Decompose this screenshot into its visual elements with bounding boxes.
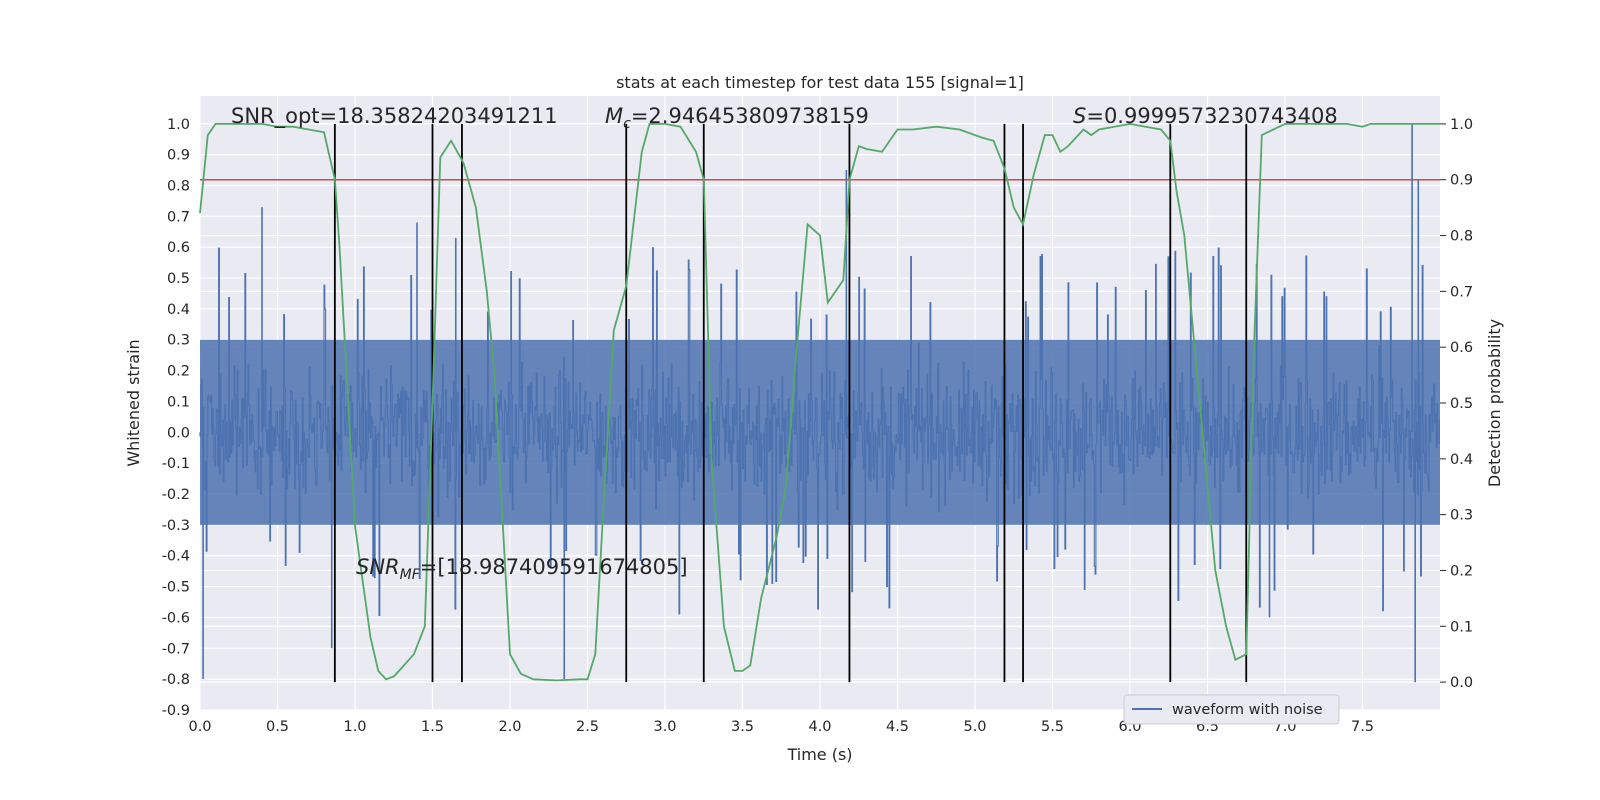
legend-box [1123,694,1340,725]
s-symbol: S [1073,104,1086,128]
vertical-markers [333,123,1248,683]
y2-tick-label: 0.8 [1450,229,1473,245]
y2-tick-label: 0.4 [1450,452,1473,468]
y-tick-label: 1.0 [167,117,190,133]
y-tick-label: -0.3 [162,518,190,534]
y-tick-label: 0.5 [167,271,190,287]
mc-symbol: M [605,104,623,128]
y-tick-label: -0.9 [162,703,190,719]
x-tick-label: 3.5 [731,719,754,735]
series-waveform-with-noise [199,123,1440,683]
y2-tick-label: 0.6 [1450,340,1473,356]
chart-title: stats at each timestep for test data 155… [616,73,1024,92]
y-tick-label: 0.1 [167,394,190,410]
y-tick-label: -0.8 [162,672,190,688]
x-tick-label: 2.5 [576,719,599,735]
x-axis-title: Time (s) [786,745,852,764]
noise-core-band [200,339,1440,525]
x-tick-label: 7.5 [1351,719,1374,735]
x-tick-label: 5.5 [1041,719,1064,735]
y2-axis-title: Detection probability [1485,319,1504,487]
s-value: =0.9999573230743408 [1086,104,1337,128]
y-tick-label: -0.7 [162,641,190,657]
y-tick-label: 0.9 [167,148,190,164]
y2-tick-label: 0.5 [1450,396,1473,412]
y2-tick-label: 0.9 [1450,173,1473,189]
y-axis-right: 1.0 0.9 0.8 0.7 0.6 0.5 0.4 0.3 0.2 0.1 0.0 [1440,117,1473,691]
y-tick-label: 0.3 [167,333,190,349]
x-tick-label: 0.5 [266,719,289,735]
x-tick-label: 4.0 [808,719,831,735]
snr-mf-subscript: MF [400,567,421,583]
legend: waveform with noise [1123,694,1340,725]
y2-tick-label: 0.2 [1450,563,1473,579]
y-tick-label: 0.4 [167,302,190,318]
y2-tick-label: 0.1 [1450,619,1473,635]
x-tick-label: 0.0 [188,719,211,735]
y2-tick-label: 1.0 [1450,117,1473,133]
y2-tick-label: 0.3 [1450,508,1473,524]
series-detection-probability [199,122,1440,682]
x-tick-label: 1.5 [421,719,444,735]
y2-tick-label: 0.7 [1450,284,1473,300]
y-tick-label: -0.2 [162,487,190,503]
x-tick-label: 2.0 [498,719,521,735]
mc-subscript: c [623,116,631,132]
y-tick-label: 0.6 [167,240,190,256]
x-tick-label: 5.0 [963,719,986,735]
y2-tick-label: 0.0 [1450,675,1473,691]
y-tick-label: 0.2 [167,364,190,380]
annotation-chirp-mass: Mc=2.946453809738159 [605,104,869,132]
y-tick-label: -0.1 [162,456,190,472]
legend-label: waveform with noise [1172,702,1323,718]
x-tick-label: 1.0 [343,719,366,735]
y-tick-label: -0.5 [162,580,190,596]
y-axis-left: 1.0 0.9 0.8 0.7 0.6 0.5 0.4 0.3 0.2 0.1 0.0 -0.1 -0.… [162,117,190,719]
y-tick-label: -0.4 [162,549,190,565]
y-tick-label: 0.8 [167,178,190,194]
y-tick-label: 0.0 [167,425,190,441]
y-axis-title: Whitened strain [124,339,143,466]
mc-value: =2.946453809738159 [631,104,869,128]
annotation-snr-mf: SNRMF=[18.987409591674805] [356,555,688,583]
y-tick-label: -0.6 [162,610,190,626]
y-tick-label: 0.7 [167,209,190,225]
x-tick-label: 4.5 [886,719,909,735]
annotation-s: S=0.9999573230743408 [1073,104,1338,128]
snr-mf-value: =[18.987409591674805] [420,555,688,579]
x-tick-label: 3.0 [653,719,676,735]
snr-mf-symbol: SNR [356,555,400,579]
annotation-snr-opt: SNR_opt=18.35824203491211 [231,104,558,129]
x-axis: 0.0 0.5 1.0 1.5 2.0 2.5 3.0 3.5 4.0 4.5 5.0 5.5 6.0 6… [188,719,1374,735]
